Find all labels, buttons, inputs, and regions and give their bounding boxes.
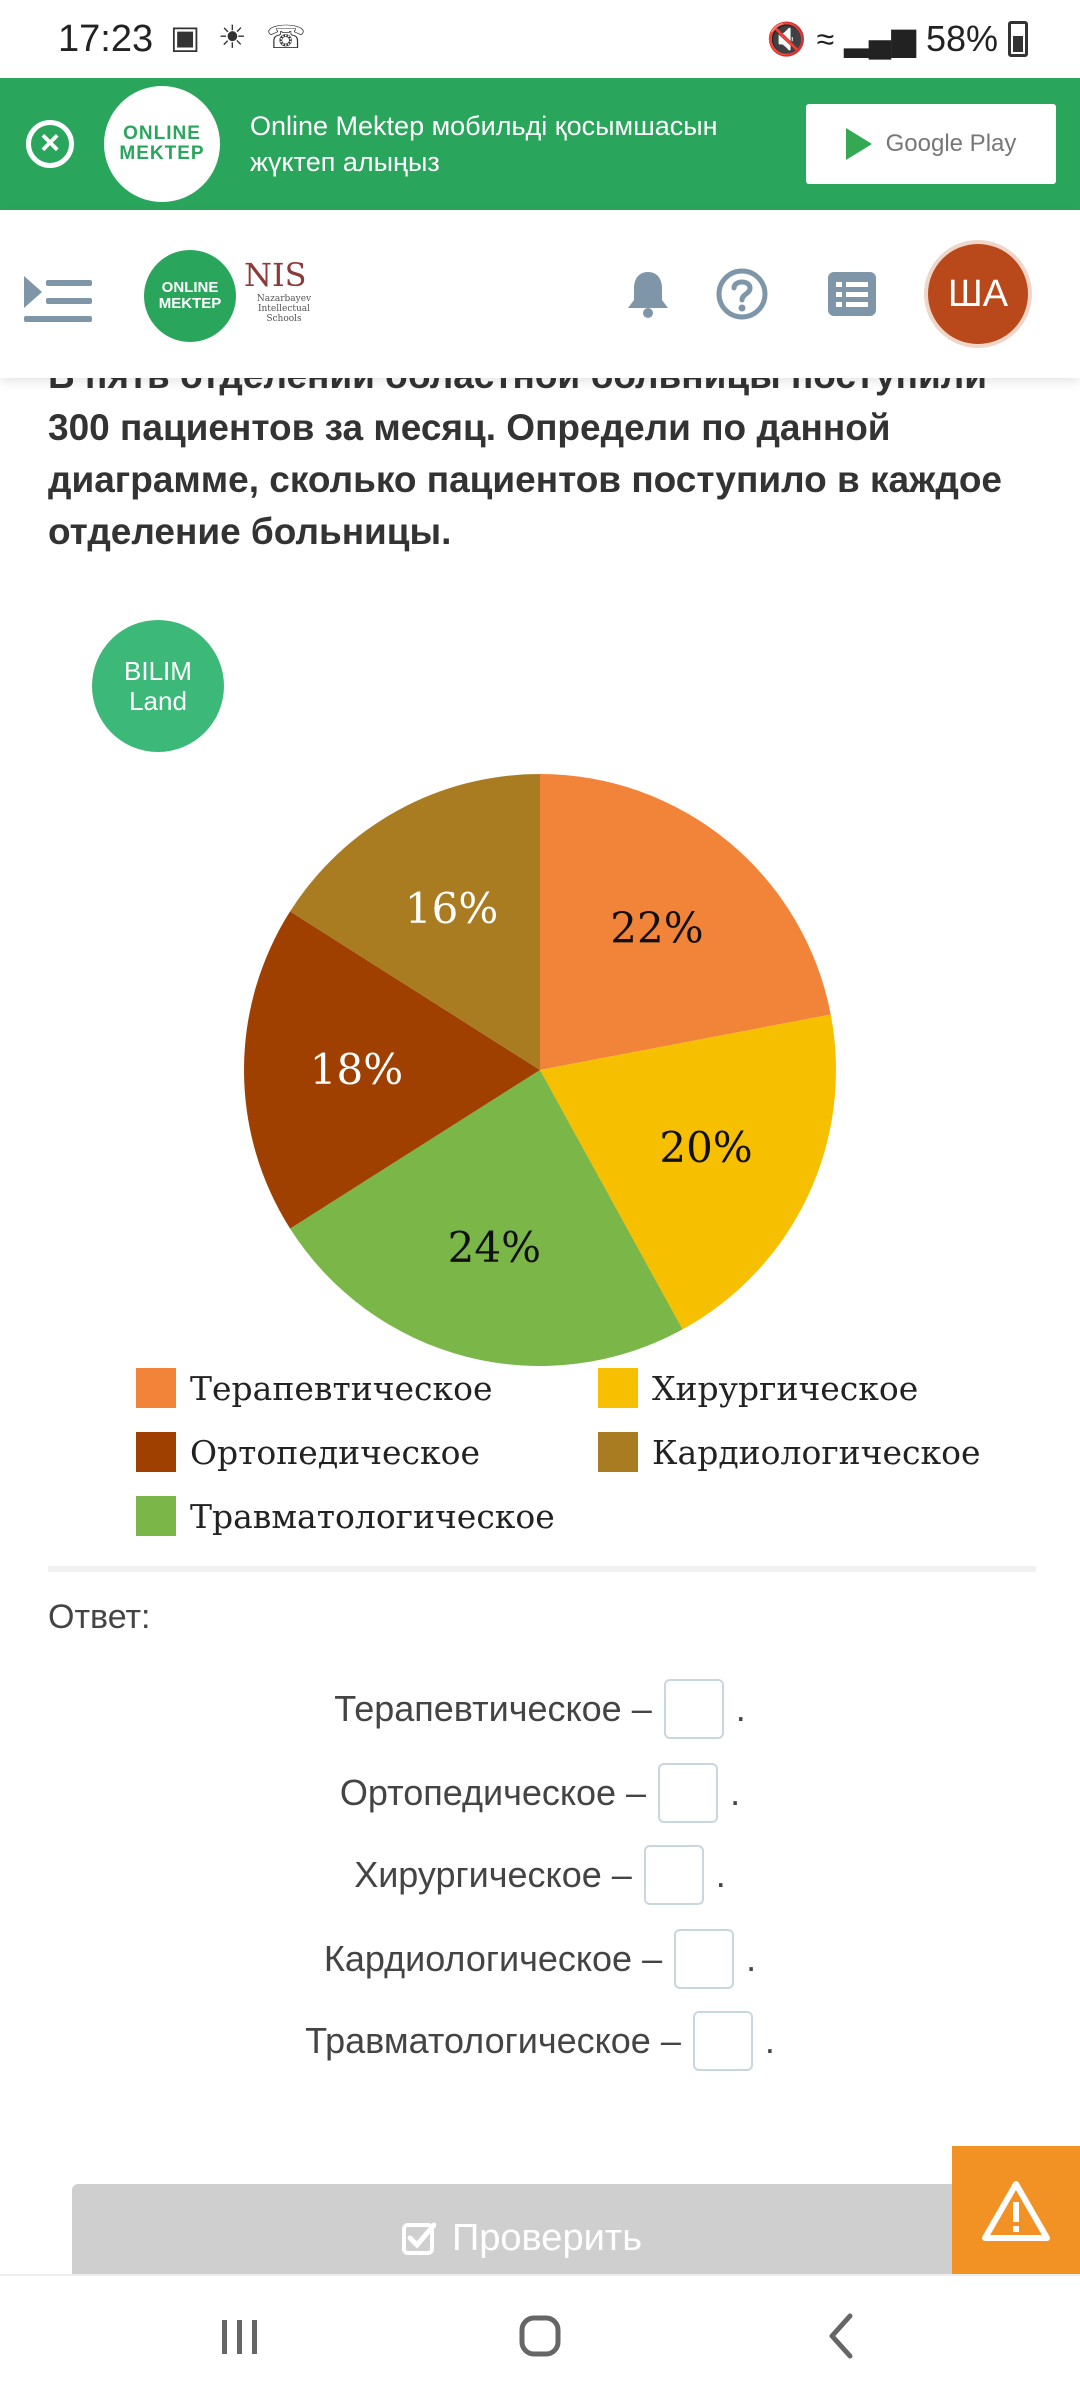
answer-row: Травматологическое –. bbox=[0, 2010, 1080, 2072]
check-button-label: Проверить bbox=[451, 2216, 643, 2259]
legend-label: Терапевтическое bbox=[190, 1368, 493, 1408]
back-icon[interactable] bbox=[812, 2306, 872, 2366]
nis-mark: NIS bbox=[244, 256, 307, 294]
recent-apps-icon[interactable] bbox=[210, 2306, 270, 2366]
answer-input[interactable] bbox=[663, 1679, 724, 1739]
legend-swatch bbox=[136, 1432, 176, 1472]
legend-label: Ортопедическое bbox=[190, 1432, 480, 1472]
bell-icon[interactable] bbox=[620, 266, 676, 322]
checkbox-icon bbox=[401, 2222, 436, 2255]
legend-swatch bbox=[136, 1368, 176, 1408]
report-button[interactable] bbox=[952, 2146, 1080, 2276]
nis-sub-2: Intellectual bbox=[257, 304, 311, 314]
status-bar: 17:23 ▣ ☀ ☏ 🔇 ≈ ▂▄▆ 58% bbox=[0, 0, 1080, 78]
nis-logo: NIS Nazarbayev Intellectual Schools bbox=[244, 256, 324, 346]
app-promo-banner: × ONLINE MEKTEP Online Mektep мобильді қ… bbox=[0, 78, 1080, 210]
header-logo[interactable]: ONLINE MEKTEP bbox=[144, 250, 236, 342]
legend-label: Кардиологическое bbox=[652, 1432, 981, 1472]
answer-row: Ортопедическое –. bbox=[0, 1762, 1080, 1824]
pie-slice-label-4: 18% bbox=[310, 1045, 403, 1094]
pie-slice-1 bbox=[540, 774, 831, 1070]
pie-slice-3 bbox=[290, 1070, 683, 1366]
online-mektep-logo: ONLINE MEKTEP bbox=[104, 86, 220, 202]
answer-row-suffix: . bbox=[735, 1688, 746, 1729]
nis-sub-1: Nazarbayev bbox=[256, 294, 312, 304]
promo-logo-line2: MEKTEP bbox=[119, 143, 205, 164]
pie-slice-2 bbox=[540, 1014, 836, 1330]
signal-icon: ▂▄▆ bbox=[844, 21, 916, 57]
answer-row-suffix: . bbox=[764, 2020, 775, 2061]
help-icon[interactable] bbox=[714, 266, 770, 322]
answer-row: Кардиологическое –. bbox=[0, 1928, 1080, 1990]
header-logo-line2: MEKTEP bbox=[158, 295, 222, 312]
legend-swatch bbox=[136, 1496, 176, 1536]
answer-input[interactable] bbox=[643, 1845, 704, 1905]
promo-text: Online Mektep мобильді қосымшасын жүктеп… bbox=[250, 111, 718, 177]
legend-swatch bbox=[598, 1432, 638, 1472]
weather-icon: ☀ bbox=[218, 19, 247, 55]
answer-row-suffix: . bbox=[730, 1772, 741, 1813]
answer-input[interactable] bbox=[674, 1929, 735, 1989]
answer-row-label: Травматологическое – bbox=[305, 2020, 681, 2061]
answer-row-suffix: . bbox=[715, 1854, 726, 1895]
google-play-button[interactable]: Google Play bbox=[806, 104, 1056, 184]
legend-label: Хирургическое bbox=[652, 1368, 919, 1408]
menu-icon[interactable] bbox=[24, 262, 92, 322]
pie-slice-label-5: 16% bbox=[405, 884, 498, 933]
pie-slice-label-1: 22% bbox=[610, 904, 703, 953]
legend-item: Хирургическое bbox=[598, 1368, 918, 1408]
whatsapp-icon: ☏ bbox=[266, 19, 307, 55]
answer-row-suffix: . bbox=[746, 1938, 757, 1979]
header-logo-line1: ONLINE bbox=[161, 279, 219, 296]
mute-icon: 🔇 bbox=[766, 21, 807, 57]
home-icon[interactable] bbox=[510, 2306, 570, 2366]
warning-icon bbox=[982, 2181, 1050, 2241]
google-play-label: Google Play bbox=[885, 130, 1017, 157]
bilimland-logo: BILIM Land bbox=[92, 620, 224, 752]
answer-row-label: Кардиологическое – bbox=[323, 1938, 663, 1979]
nis-sub-3: Schools bbox=[266, 314, 302, 324]
answer-row-label: Терапевтическое – bbox=[334, 1688, 652, 1729]
pie-chart: 22% 20% 24% 18% 16% bbox=[244, 774, 836, 1366]
legend-item: Травматологическое bbox=[136, 1496, 555, 1536]
status-time: 17:23 bbox=[58, 18, 154, 60]
answer-row: Хирургическое –. bbox=[0, 1844, 1080, 1906]
answer-row: Терапевтическое –. bbox=[0, 1678, 1080, 1740]
pie-slice-5 bbox=[290, 774, 540, 1070]
gallery-icon: ▣ bbox=[170, 19, 201, 55]
wifi-icon: ≈ bbox=[816, 20, 835, 57]
legend-item: Ортопедическое bbox=[136, 1432, 480, 1472]
answer-row-label: Хирургическое – bbox=[354, 1854, 632, 1895]
app-header: ONLINE MEKTEP NIS Nazarbayev Intellectua… bbox=[0, 210, 1080, 378]
battery-icon bbox=[1008, 21, 1028, 57]
list-icon[interactable] bbox=[824, 266, 880, 322]
system-nav-bar bbox=[0, 2274, 1080, 2400]
answer-label: Ответ: bbox=[48, 1598, 151, 1636]
answer-input[interactable] bbox=[658, 1763, 719, 1823]
promo-logo-line1: ONLINE bbox=[123, 123, 201, 144]
pie-slice-label-2: 20% bbox=[659, 1123, 752, 1172]
answer-input[interactable] bbox=[692, 2011, 753, 2071]
bilim-line2: Land bbox=[129, 686, 187, 716]
bilim-line1: BILIM bbox=[124, 656, 192, 686]
status-system-icons: 🔇 ≈ ▂▄▆ 58% bbox=[767, 18, 1028, 60]
battery-percent: 58% bbox=[925, 18, 998, 59]
pie-slice-4 bbox=[244, 911, 540, 1229]
legend-item: Терапевтическое bbox=[136, 1368, 493, 1408]
question-text: В пять отделений областной больницы пост… bbox=[48, 355, 1002, 552]
status-notification-icons: ▣ ☀ ☏ bbox=[170, 19, 307, 55]
legend-label: Травматологическое bbox=[190, 1496, 555, 1536]
avatar[interactable]: ША bbox=[928, 244, 1028, 344]
answer-row-label: Ортопедическое – bbox=[339, 1772, 647, 1813]
divider bbox=[48, 1566, 1036, 1572]
pie-slice-label-3: 24% bbox=[448, 1223, 541, 1272]
legend-item: Кардиологическое bbox=[598, 1432, 981, 1472]
legend-swatch bbox=[598, 1368, 638, 1408]
close-icon[interactable]: × bbox=[26, 120, 74, 168]
google-play-icon bbox=[845, 128, 872, 160]
